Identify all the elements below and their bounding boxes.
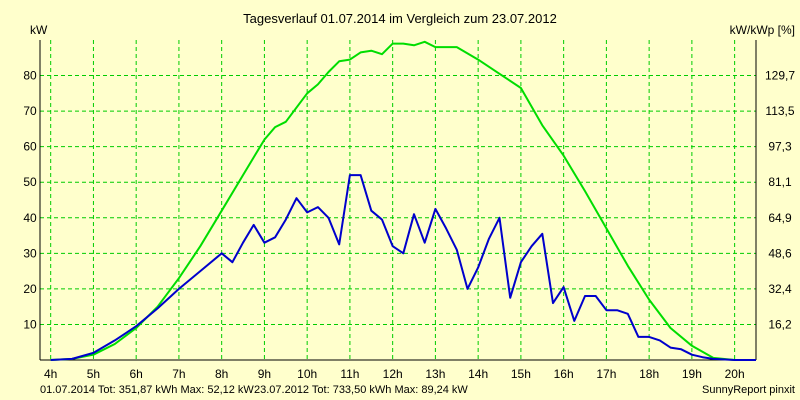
- plot-area: [40, 40, 756, 360]
- credit-label: SunnyReport pinxit: [702, 384, 795, 396]
- chart-title: Tagesverlauf 01.07.2014 im Vergleich zum…: [243, 11, 557, 26]
- x-tick-label: 5h: [87, 367, 100, 381]
- y-axis-label-right: kW/kWp [%]: [730, 23, 795, 37]
- x-tick-label: 19h: [682, 367, 702, 381]
- y2-tick-label: 97,3: [768, 140, 792, 154]
- y-tick-label: 60: [23, 140, 37, 154]
- x-tick-label: 6h: [129, 367, 142, 381]
- x-tick-label: 16h: [554, 367, 574, 381]
- x-tick-label: 12h: [383, 367, 403, 381]
- y-axis-label-left: kW: [30, 23, 48, 37]
- series-line-1: [50, 174, 756, 361]
- y2-tick-label: 129,7: [765, 69, 795, 83]
- y-tick-labels: 10 20 30 40 50 60 70 80: [23, 69, 37, 332]
- x-tick-label: 20h: [725, 367, 745, 381]
- x-tick-label: 17h: [596, 367, 616, 381]
- axes: [39, 40, 757, 361]
- y-tick-label: 20: [23, 282, 37, 296]
- x-tick-label: 11h: [340, 367, 359, 381]
- series-line-0: [50, 40, 756, 361]
- x-tick-label: 14h: [468, 367, 488, 381]
- x-tick-label: 7h: [172, 367, 185, 381]
- legend-series-2014: 01.07.2014 Tot: 351,87 kWh Max: 52,12 kW: [40, 384, 254, 396]
- y-tick-label: 10: [23, 317, 37, 331]
- x-tick-label: 8h: [215, 367, 228, 381]
- y2-tick-label: 48,6: [768, 246, 792, 260]
- y2-tick-label: 16,2: [768, 317, 792, 331]
- x-tick-label: 15h: [511, 367, 531, 381]
- y2-tick-label: 64,9: [768, 211, 792, 225]
- y2-tick-label: 81,1: [768, 175, 792, 189]
- series-lines: [50, 40, 756, 361]
- y2-tick-labels: 16,2 32,4 48,6 64,9 81,1 97,3 113,5 129,7: [765, 69, 795, 332]
- y-tick-label: 70: [23, 104, 37, 118]
- y-tick-label: 30: [23, 246, 37, 260]
- legend-series-2012: 23.07.2012 Tot: 733,50 kWh Max: 89,24 kW: [254, 384, 468, 396]
- y-tick-label: 80: [23, 69, 37, 83]
- x-tick-label: 13h: [425, 367, 445, 381]
- x-tick-label: 10h: [297, 367, 317, 381]
- x-tick-label: 18h: [639, 367, 659, 381]
- x-tick-labels: 4h 5h 6h 7h 8h 9h 10h 11h 12h 13h 14h 15h 16h 17h 18h 1…: [44, 367, 745, 381]
- y2-tick-label: 113,5: [765, 104, 794, 118]
- x-tick-label: 9h: [258, 367, 271, 381]
- x-tick-label: 4h: [44, 367, 57, 381]
- grid-lines: [40, 40, 756, 360]
- y-tick-label: 50: [23, 175, 37, 189]
- y2-tick-label: 32,4: [768, 282, 792, 296]
- y-tick-label: 40: [23, 211, 37, 225]
